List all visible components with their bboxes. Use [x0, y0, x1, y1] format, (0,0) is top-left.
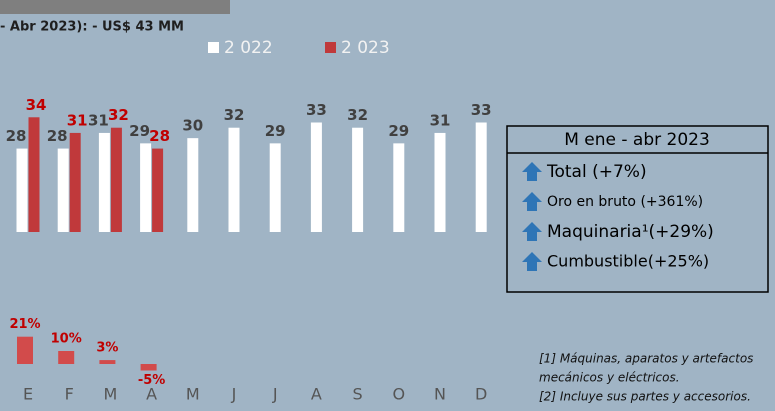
bar	[28, 117, 40, 232]
x-tick-label: A	[311, 385, 322, 404]
data-label: 32	[108, 106, 129, 124]
x-tick-label: O	[393, 385, 406, 404]
summary-item: Total (+7%)	[546, 162, 647, 182]
summary-item: Cumbustible(+25%)	[547, 252, 709, 271]
arrow-icon	[522, 252, 542, 271]
data-label: 33	[471, 101, 492, 119]
bar	[310, 122, 322, 232]
growth-label: 10%	[51, 332, 82, 347]
data-label: 31	[88, 111, 109, 129]
growth-label: 21%	[9, 317, 40, 332]
bar	[110, 127, 122, 232]
bar	[98, 132, 110, 232]
growth-bar	[140, 364, 157, 371]
header-band	[0, 0, 230, 14]
legend-swatch	[325, 42, 336, 53]
bar	[69, 132, 81, 232]
summary-box	[506, 125, 769, 293]
data-label: 31	[67, 111, 88, 129]
data-label: 34	[26, 96, 47, 114]
x-tick-label: N	[434, 385, 446, 404]
summary-item: Oro en bruto (+361%)	[547, 194, 703, 210]
arrow-icon	[522, 222, 542, 241]
x-tick-label: F	[65, 385, 74, 404]
bar	[140, 143, 152, 232]
data-label: 29	[129, 122, 150, 140]
bar	[434, 132, 446, 232]
growth-label: -5%	[138, 373, 165, 388]
bar	[16, 148, 28, 232]
legend-label: 2 023	[341, 38, 390, 58]
data-label: 29	[265, 122, 286, 140]
data-label: 28	[47, 127, 68, 145]
data-label: 31	[430, 111, 451, 129]
x-tick-label: M	[103, 385, 117, 404]
header: - Abr 2023): - US$ 43 MM	[0, 20, 184, 35]
summary-item: Maquinaria¹(+29%)	[547, 222, 714, 242]
bar	[393, 143, 405, 232]
footnote: [1] Máquinas, aparatos y artefactos	[539, 352, 753, 366]
x-tick-label: J	[272, 385, 278, 404]
bar	[475, 122, 487, 232]
legend-swatch	[208, 42, 219, 53]
x-tick-label: D	[475, 385, 487, 404]
bar	[57, 148, 69, 232]
x-tick-label: J	[231, 385, 237, 404]
footnote: mecánicos y eléctricos.	[539, 371, 680, 385]
bar	[152, 148, 164, 232]
growth-bar	[58, 351, 75, 364]
legend-label: 2 022	[224, 38, 273, 58]
bar	[352, 127, 364, 232]
data-label: 32	[224, 106, 245, 124]
data-label: 28	[6, 127, 27, 145]
growth-label: 3%	[96, 341, 118, 356]
arrow-icon	[522, 162, 542, 181]
arrow-icon	[522, 192, 542, 211]
bar	[228, 127, 240, 232]
x-tick-label: M	[186, 385, 200, 404]
data-label: 33	[306, 101, 327, 119]
growth-bar	[99, 360, 116, 364]
x-tick-label: E	[23, 385, 33, 404]
data-label: 30	[182, 117, 203, 135]
data-label: 28	[149, 127, 170, 145]
summary-title: M ene - abr 2023	[564, 130, 710, 150]
footnote: [2] Incluye sus partes y accesorios.	[539, 390, 751, 404]
bar	[269, 143, 281, 232]
x-tick-label: A	[146, 385, 157, 404]
data-label: 29	[388, 122, 409, 140]
growth-bar	[17, 336, 33, 364]
x-tick-label: S	[353, 385, 363, 404]
bar	[187, 138, 199, 232]
data-label: 32	[347, 106, 368, 124]
